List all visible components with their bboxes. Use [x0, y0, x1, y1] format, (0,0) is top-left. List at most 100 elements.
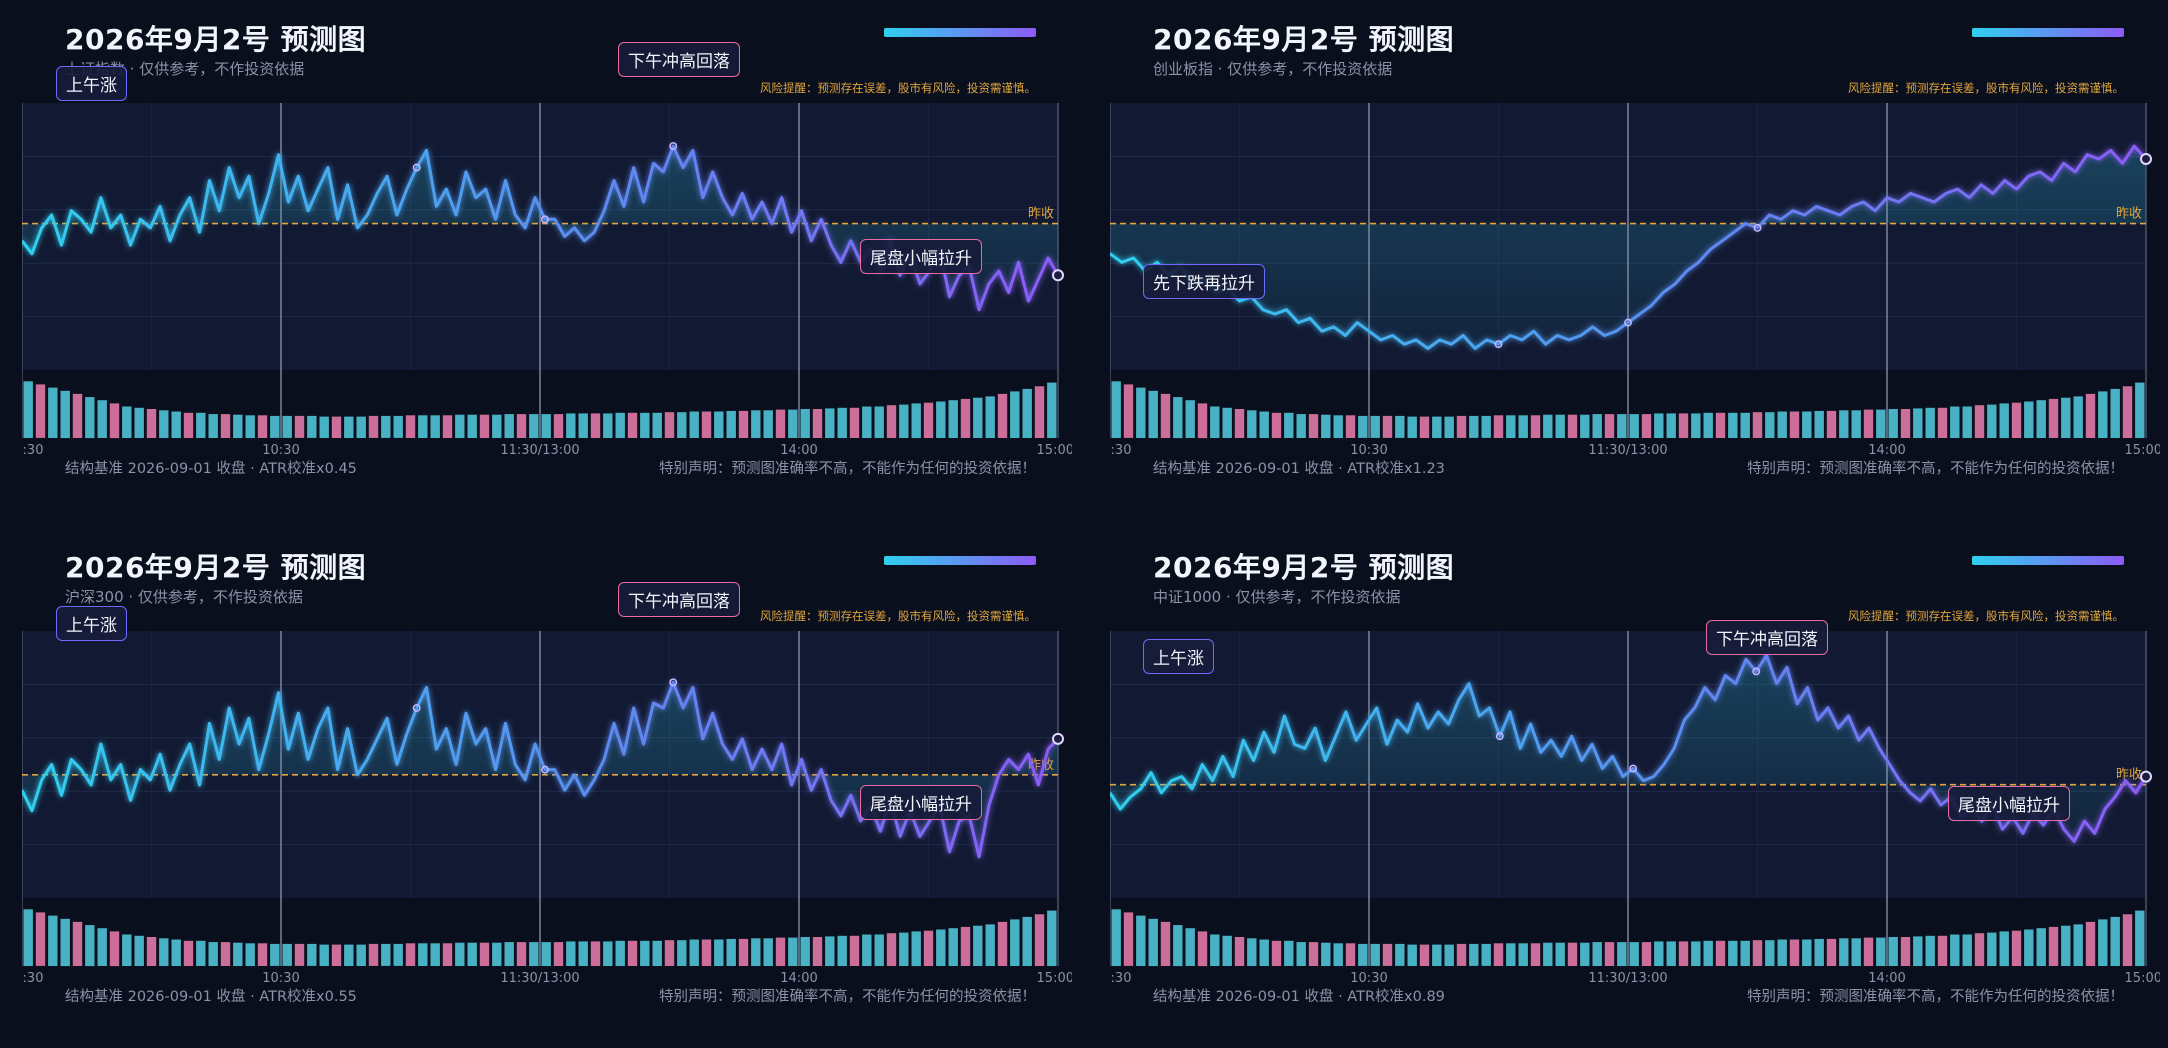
- volume-bar: [1666, 941, 1676, 966]
- volume-bar: [812, 409, 823, 438]
- x-tick-label: 14:00: [1868, 971, 1905, 986]
- volume-bar: [1839, 938, 1849, 966]
- volume-bar: [220, 414, 231, 438]
- volume-bar: [1395, 415, 1405, 438]
- volume-bar: [1407, 944, 1417, 966]
- volume-bar: [60, 390, 70, 439]
- volume-bar: [1937, 407, 1948, 438]
- volume-bar: [541, 942, 551, 966]
- volume-bar: [652, 940, 662, 966]
- volume-bar: [23, 381, 33, 438]
- session-marker-dot: [1629, 764, 1638, 773]
- volume-bar: [35, 912, 46, 966]
- volume-bar: [812, 937, 823, 966]
- volume-bar: [1506, 943, 1516, 966]
- volume-bar: [2048, 926, 2059, 966]
- x-tick-label: 11:30/13:00: [1588, 443, 1667, 458]
- volume-bar: [516, 414, 527, 438]
- volume-bar: [911, 931, 921, 967]
- volume-bar: [1900, 409, 1911, 438]
- volume-bar: [738, 410, 749, 438]
- volume-bar: [1419, 944, 1430, 966]
- volume-bar: [368, 943, 379, 966]
- volume-bar: [1592, 414, 1602, 438]
- volume-bar: [85, 397, 95, 439]
- volume-bar: [467, 942, 477, 966]
- volume-bar: [492, 942, 502, 966]
- session-marker-dot: [1624, 318, 1632, 327]
- volume-bar: [331, 416, 342, 438]
- volume-bar: [664, 412, 675, 438]
- volume-bar: [640, 940, 650, 966]
- volume-bar: [1271, 940, 1282, 966]
- volume-bar: [1740, 412, 1750, 438]
- volume-bar: [1333, 415, 1343, 438]
- volume-bar: [1999, 403, 2009, 439]
- volume-bar: [1728, 940, 1738, 966]
- volume-bar: [1022, 916, 1032, 966]
- volume-bar: [245, 415, 255, 438]
- volume-bar: [738, 938, 749, 966]
- panel-title: 2026年9月2号 预测图: [1153, 23, 1455, 56]
- volume-bar: [2011, 930, 2022, 966]
- volume-bar: [1567, 942, 1578, 966]
- footer-disclaimer: 特别声明：预测图准确率不高，不能作为任何的投资依据！: [1747, 989, 2124, 1005]
- volume-bar: [541, 414, 551, 438]
- volume-bar: [1296, 414, 1306, 438]
- footer-disclaimer: 特别声明：预测图准确率不高，不能作为任何的投资依据！: [1747, 461, 2124, 477]
- volume-bar: [627, 940, 638, 966]
- volume-bar: [1617, 942, 1627, 966]
- volume-bar: [1962, 934, 1972, 966]
- volume-bar: [159, 410, 169, 438]
- x-tick-label: 15:00: [1037, 443, 1072, 458]
- volume-bar: [1814, 410, 1824, 438]
- volume-bar: [2061, 925, 2071, 966]
- volume-bar: [1382, 415, 1393, 438]
- price-line: [1110, 144, 2148, 350]
- volume-bar: [1469, 415, 1479, 438]
- volume-bar: [553, 414, 564, 438]
- volume-bar: [1851, 938, 1861, 966]
- volume-bar: [677, 940, 687, 966]
- volume-bar: [1247, 410, 1257, 438]
- volume-bar: [1456, 943, 1467, 966]
- volume-bar: [1974, 405, 1985, 438]
- volume-bar: [2110, 916, 2120, 966]
- prev-close-label: 昨收: [1028, 207, 1054, 222]
- volume-bar: [1247, 938, 1257, 966]
- volume-bar: [1432, 944, 1442, 966]
- x-tick-label: 10:30: [1350, 443, 1387, 458]
- annotation-afternoon-peak: 下午冲高回落: [1706, 620, 1828, 655]
- volume-bar: [504, 942, 514, 966]
- volume-bar: [874, 934, 884, 966]
- volume-bar: [48, 387, 58, 438]
- risk-note: 风险提醒：预测存在误差，股市有风险，投资需谨慎。: [760, 81, 1036, 95]
- volume-bar: [307, 943, 317, 966]
- volume-bar: [886, 933, 897, 966]
- volume-bar: [319, 416, 329, 438]
- volume-bar: [837, 407, 847, 438]
- volume-bar: [615, 412, 625, 438]
- volume-bar: [677, 412, 687, 438]
- session-marker-dot: [412, 163, 421, 172]
- volume-bar: [1629, 414, 1639, 438]
- volume-bar: [1259, 939, 1269, 966]
- volume-bar: [1506, 415, 1516, 438]
- volume-bar: [109, 403, 120, 439]
- volume-bar: [405, 415, 416, 438]
- volume-bar: [2098, 919, 2108, 966]
- volume-bar: [1185, 400, 1195, 438]
- volume-bar: [1234, 937, 1245, 966]
- volume-bar: [997, 921, 1008, 966]
- volume-bar: [1481, 415, 1491, 438]
- volume-bar: [664, 940, 675, 966]
- forecast-panel-sse: 2026年9月2号 预测图 上证指数 · 仅供参考，不作投资依据 风险提醒：预测…: [22, 0, 1072, 500]
- volume-bar: [788, 937, 798, 966]
- volume-bar: [899, 404, 909, 438]
- volume-bar: [1407, 416, 1417, 438]
- volume-bar: [134, 935, 144, 966]
- x-tick-label: 09:30: [22, 971, 43, 986]
- prev-close-label: 昨收: [2116, 768, 2142, 783]
- volume-bar: [714, 411, 724, 438]
- volume-bar: [368, 415, 379, 438]
